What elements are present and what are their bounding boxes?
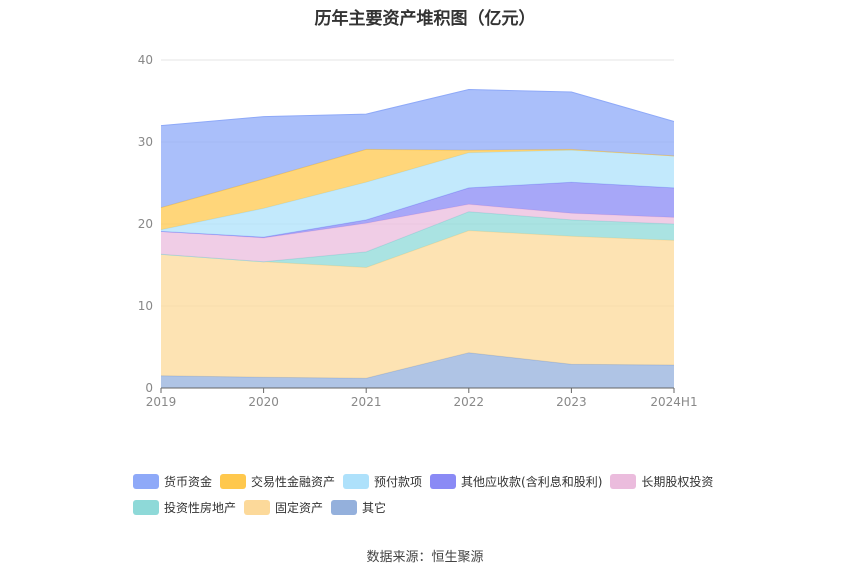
legend-item[interactable]: 固定资产 <box>244 498 323 516</box>
legend-label: 长期股权投资 <box>641 474 714 489</box>
area-series-7 <box>161 89 674 208</box>
area-series-6 <box>161 149 674 230</box>
area-edge-7 <box>160 88 675 127</box>
legend-swatch <box>331 499 358 515</box>
data-source: 数据来源：恒生聚源 <box>366 550 484 565</box>
legend-label: 货币资金 <box>164 474 213 489</box>
y-tick-label: 30 <box>138 135 153 149</box>
legend-item[interactable]: 投资性房地产 <box>133 498 236 516</box>
legend-label: 固定资产 <box>275 500 324 515</box>
stacked-area-chart: 0 10 20 30 40 2019 2020 2021 2022 2023 2024H1 <box>138 53 698 409</box>
y-tick-label: 40 <box>138 53 153 67</box>
area-series-4 <box>161 182 674 238</box>
area-series-5 <box>161 150 674 238</box>
y-tick-label: 10 <box>138 299 153 313</box>
legend-swatch <box>133 473 159 489</box>
y-tick-label: 20 <box>138 217 153 231</box>
legend-swatch <box>610 473 637 489</box>
area-series-1 <box>161 230 674 379</box>
legend-label: 交易性金融资产 <box>251 474 336 489</box>
area-series-3 <box>161 204 674 262</box>
legend-item[interactable]: 其它 <box>331 498 386 516</box>
legend-swatch <box>343 473 370 489</box>
legend-label: 投资性房地产 <box>164 500 237 515</box>
chart-title: 历年主要资产堆积图（亿元） <box>314 9 536 29</box>
legend-label: 其他应收款(含利息和股利) <box>461 474 603 489</box>
legend-label: 预付款项 <box>374 474 423 489</box>
legend-swatch <box>244 499 271 515</box>
axes: 0 10 20 30 40 2019 2020 2021 2022 2023 2024H1 <box>138 53 698 409</box>
x-tick-label: 2024H1 <box>650 395 697 409</box>
legend-item[interactable]: 预付款项 <box>343 472 422 490</box>
legend-item[interactable]: 其他应收款(含利息和股利) <box>430 472 602 490</box>
legend-item[interactable]: 货币资金 <box>133 472 212 490</box>
x-tick-label: 2020 <box>248 395 279 409</box>
legend-label: 其它 <box>362 500 387 515</box>
legend-item[interactable]: 交易性金融资产 <box>220 472 335 490</box>
area-series-2 <box>161 211 674 268</box>
y-tick-label: 0 <box>145 381 153 395</box>
x-tick-label: 2021 <box>351 395 382 409</box>
x-tick-label: 2022 <box>454 395 485 409</box>
legend-swatch <box>133 499 159 515</box>
legend-swatch <box>220 473 247 489</box>
legend-item[interactable]: 长期股权投资 <box>610 472 713 490</box>
area-edge-6 <box>160 148 675 209</box>
x-tick-label: 2023 <box>556 395 587 409</box>
x-tick-label: 2019 <box>146 395 177 409</box>
area-series <box>160 88 675 388</box>
legend-swatch <box>430 473 457 489</box>
legend: 货币资金 交易性金融资产 预付款项 其他应收款(含利息和股利) 长期股权投资投资性房地产… <box>133 472 753 524</box>
